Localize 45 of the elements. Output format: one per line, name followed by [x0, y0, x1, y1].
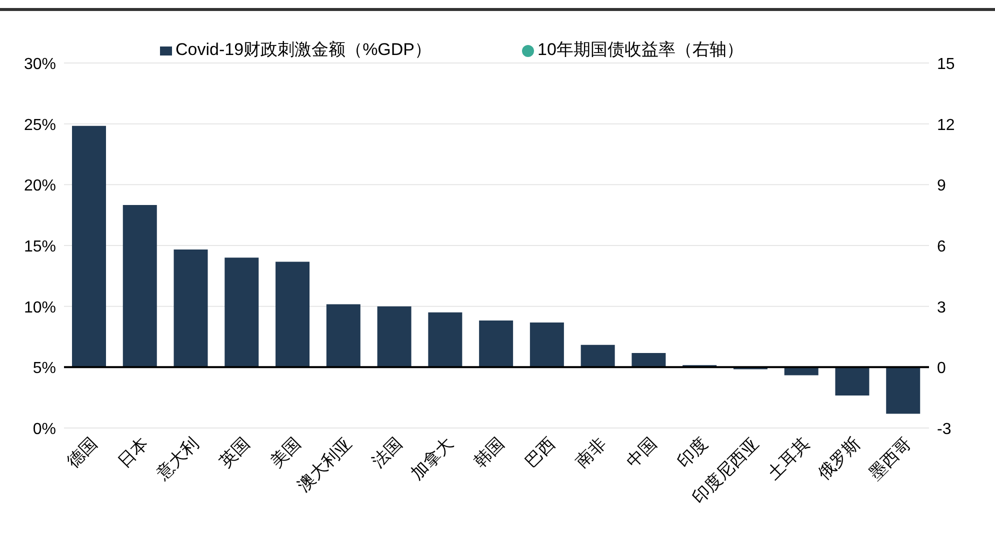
- x-tick-label: 俄罗斯: [814, 434, 864, 484]
- y-tick-label: 20%: [24, 178, 56, 195]
- bar: [72, 126, 106, 368]
- y-tick-label: 30%: [24, 56, 56, 73]
- bar: [224, 258, 259, 368]
- legend-label: 10年期国债收益率（右轴）: [538, 40, 744, 59]
- bar: [886, 367, 920, 414]
- bar: [122, 204, 157, 368]
- bar: [326, 304, 360, 368]
- x-tick-label: 法国: [368, 434, 406, 472]
- x-tick-label: 意大利: [152, 434, 203, 484]
- y-tick-label: 10%: [24, 299, 56, 316]
- bar: [174, 250, 208, 368]
- bar: [428, 312, 462, 368]
- y2-tick-label: 6: [937, 238, 946, 256]
- bar: [580, 344, 615, 368]
- x-tick-label: 韩国: [470, 434, 508, 472]
- x-tick-label: 中国: [623, 434, 661, 472]
- y2-tick-label: 0: [937, 360, 946, 378]
- x-tick-label: 加拿大: [407, 434, 457, 484]
- y2-tick-label: -3: [937, 421, 952, 438]
- legend-label: Covid-19财政刺激金额（%GDP）: [176, 40, 432, 59]
- x-tick-label: 日本: [114, 434, 152, 472]
- bar: [632, 352, 666, 368]
- y2-tick-label: 3: [937, 299, 946, 316]
- bar: [377, 306, 412, 368]
- x-tick-label: 墨西哥: [865, 434, 915, 484]
- y-tick-label: 5%: [32, 360, 56, 378]
- x-tick-label: 美国: [266, 434, 304, 472]
- y-tick-label: 15%: [24, 238, 56, 256]
- bar: [276, 262, 310, 368]
- bar: [835, 367, 870, 396]
- x-tick-label: 土耳其: [764, 434, 814, 484]
- x-tick-label: 南非: [572, 434, 610, 472]
- y2-tick-label: 15: [937, 56, 955, 73]
- x-tick-label: 德国: [63, 434, 101, 472]
- x-tick-label: 巴西: [521, 434, 559, 472]
- y2-tick-label: 12: [937, 116, 955, 134]
- y-tick-label: 25%: [24, 116, 56, 134]
- bar: [530, 322, 564, 368]
- bar: [479, 320, 514, 368]
- x-tick-label: 印度: [674, 434, 712, 472]
- y-tick-label: 0%: [32, 421, 56, 438]
- x-tick-label: 英国: [216, 434, 254, 472]
- y2-tick-label: 9: [937, 178, 946, 195]
